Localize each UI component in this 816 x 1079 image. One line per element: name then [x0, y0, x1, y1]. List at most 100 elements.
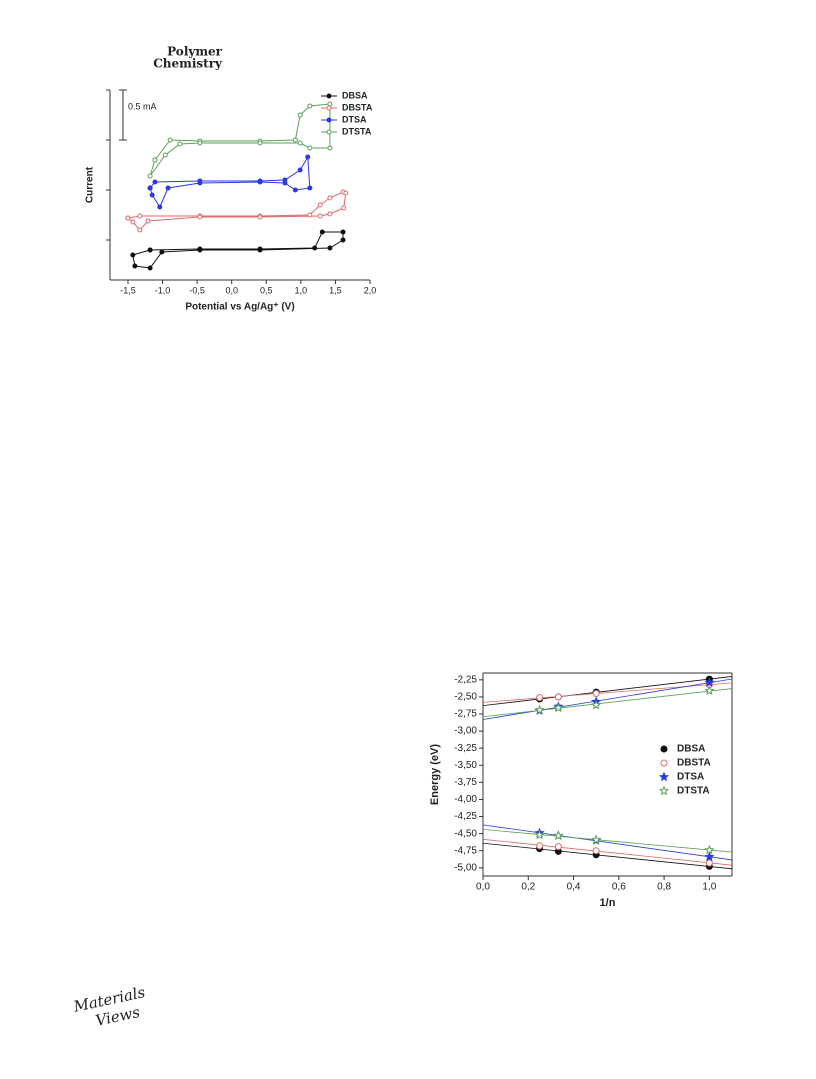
marker	[591, 699, 602, 710]
x-tick-label: -1,0	[155, 285, 171, 295]
x-tick-label: 0,5	[260, 285, 273, 295]
y-tick-label: -4,25	[454, 811, 477, 822]
marker	[554, 843, 562, 851]
fit-line	[482, 824, 733, 861]
marker	[297, 112, 303, 118]
marker	[317, 213, 323, 219]
x-tick-label: 0,8	[657, 882, 671, 893]
marker	[130, 252, 136, 258]
marker	[592, 847, 600, 855]
marker	[152, 157, 158, 163]
marker	[307, 145, 313, 151]
x-tick-label: 0,0	[225, 285, 238, 295]
x-tick-label: 0,4	[567, 882, 581, 893]
marker	[149, 192, 155, 198]
marker	[553, 702, 564, 713]
x-axis-label: 1/n	[600, 897, 616, 909]
marker	[145, 218, 151, 224]
fit-line	[482, 838, 733, 866]
y-tick-label: -3,50	[454, 760, 477, 771]
marker	[292, 187, 298, 193]
marker	[340, 237, 346, 243]
x-tick-label: 1,0	[702, 882, 716, 893]
legend-marker	[660, 745, 668, 753]
legend-label: DTSTA	[677, 786, 710, 797]
legend-label: DTSA	[342, 114, 367, 124]
marker	[157, 204, 163, 210]
legend-label: DBSTA	[677, 758, 711, 769]
marker	[534, 704, 545, 715]
fit-line	[482, 678, 733, 720]
marker	[307, 185, 313, 191]
marker	[591, 834, 602, 845]
marker	[343, 190, 349, 196]
marker	[292, 137, 298, 143]
marker	[177, 141, 183, 147]
scale-bar-label: 0.5 mA	[128, 101, 157, 111]
marker	[553, 830, 564, 840]
y-axis-label: Energy (eV)	[429, 744, 441, 805]
fit-line	[482, 828, 733, 853]
marker	[340, 229, 346, 235]
y-tick-label: -2,25	[454, 674, 477, 685]
marker	[130, 219, 136, 225]
legend-label: DBSTA	[342, 102, 373, 112]
journal-title: Chemistry	[153, 57, 223, 71]
x-tick-label: -1,5	[120, 285, 136, 295]
marker	[307, 103, 313, 109]
marker	[554, 693, 562, 701]
series-line	[127, 191, 347, 231]
marker	[167, 137, 173, 143]
marker	[137, 227, 143, 233]
marker	[132, 263, 138, 269]
marker	[319, 229, 325, 235]
x-tick-label: 2,0	[364, 285, 377, 295]
marker	[257, 247, 263, 253]
y-tick-label: -2,75	[454, 709, 477, 720]
legend-marker	[326, 117, 332, 123]
marker	[704, 677, 715, 687]
marker	[297, 167, 303, 173]
marker	[162, 152, 168, 158]
marker	[137, 213, 143, 219]
y-tick-label: -4,75	[454, 845, 477, 856]
marker	[317, 202, 323, 208]
marker	[312, 245, 318, 251]
journal-title: Polymer	[167, 45, 223, 59]
marker	[147, 247, 153, 253]
marker	[307, 212, 313, 218]
marker	[704, 844, 715, 855]
marker	[327, 145, 333, 151]
marker	[705, 859, 713, 867]
legend-marker	[659, 785, 669, 796]
legend-label: DTSTA	[342, 126, 372, 136]
legend-marker	[326, 129, 332, 135]
legend-label: DBSA	[677, 744, 705, 755]
x-tick-label: 0,2	[521, 882, 535, 893]
marker	[327, 101, 333, 107]
y-tick-label: -3,25	[454, 743, 477, 754]
marker	[305, 154, 311, 160]
marker	[257, 214, 263, 220]
marker	[592, 690, 600, 698]
marker	[125, 215, 131, 221]
series-line	[149, 155, 311, 209]
y-tick-label: -4,00	[454, 794, 477, 805]
x-tick-label: 0,6	[612, 882, 626, 893]
legend-marker	[326, 93, 332, 99]
x-tick-label: 1,0	[295, 285, 308, 295]
fit-line	[482, 688, 733, 718]
legend-label: DTSA	[677, 772, 704, 783]
series-line	[132, 231, 344, 269]
legend-marker	[326, 105, 332, 111]
y-axis-label: Current	[85, 166, 96, 203]
marker	[282, 180, 288, 186]
marker	[536, 842, 544, 850]
marker	[147, 173, 153, 179]
marker	[297, 140, 303, 146]
x-tick-label: -0,5	[189, 285, 205, 295]
marker	[257, 179, 263, 185]
y-tick-label: -3,75	[454, 777, 477, 788]
y-tick-label: -4,50	[454, 828, 477, 839]
